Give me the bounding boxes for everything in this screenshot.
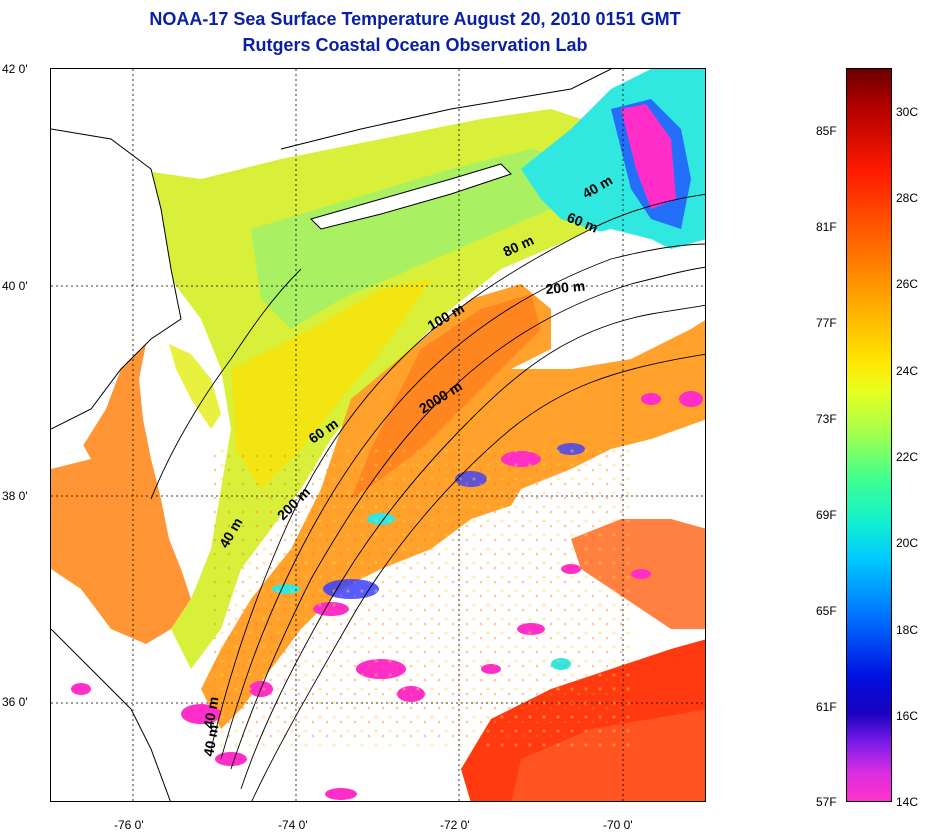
cb-f-77: 77F xyxy=(816,316,837,330)
cb-c-30: 30C xyxy=(896,105,919,119)
temperature-colorbar xyxy=(846,68,892,802)
lat-label-42: 42 0' xyxy=(2,62,28,76)
lon-label-76: -76 0' xyxy=(114,818,144,832)
coldest-pocket xyxy=(621,104,676,209)
land-patch xyxy=(51,441,91,469)
gulf-stream-edge xyxy=(511,709,705,801)
lon-label-70: -70 0' xyxy=(603,818,633,832)
graticule xyxy=(51,69,705,801)
contour-label-40m-s2: 40 m xyxy=(200,723,221,757)
cb-f-85: 85F xyxy=(816,124,837,138)
shelf-green-band xyxy=(251,149,571,329)
cb-c-16: 16C xyxy=(896,709,919,723)
cb-c-28: 28C xyxy=(896,191,919,205)
warm-core xyxy=(351,294,541,499)
cloud-gap-ne xyxy=(571,229,705,309)
cb-f-61: 61F xyxy=(816,700,837,714)
nj-land xyxy=(51,129,181,429)
lon-label-74: -74 0' xyxy=(278,818,308,832)
delaware-bay xyxy=(169,344,221,429)
contour-label-200m-ne: 200 m xyxy=(545,278,586,297)
lat-label-38: 38 0' xyxy=(2,489,28,503)
lat-label-36: 36 0' xyxy=(2,695,28,709)
cb-c-14: 14C xyxy=(896,795,919,809)
contour-label-40m-s1: 40 m xyxy=(200,695,221,729)
cb-c-18: 18C xyxy=(896,623,919,637)
cb-f-65: 65F xyxy=(816,604,837,618)
cb-c-26: 26C xyxy=(896,277,919,291)
new-england-land xyxy=(51,69,611,159)
bathymetry-contours xyxy=(150,193,705,801)
map-title: NOAA-17 Sea Surface Temperature August 2… xyxy=(149,9,681,29)
cb-c-24: 24C xyxy=(896,364,919,378)
cb-f-57: 57F xyxy=(816,795,837,809)
lat-label-40: 40 0' xyxy=(2,279,28,293)
cb-f-73: 73F xyxy=(816,412,837,426)
sst-map-svg: 40 m 60 m 80 m 200 m 100 m 2000 m 60 m 2… xyxy=(51,69,705,801)
cb-c-20: 20C xyxy=(896,536,919,550)
cb-c-22: 22C xyxy=(896,450,919,464)
coastline xyxy=(51,69,612,801)
cb-f-69: 69F xyxy=(816,508,837,522)
texture xyxy=(211,449,631,749)
sst-map[interactable]: 40 m 60 m 80 m 200 m 100 m 2000 m 60 m 2… xyxy=(50,68,706,802)
cb-f-81: 81F xyxy=(816,220,837,234)
midshelf-yellow xyxy=(231,279,431,489)
chesapeake-bay xyxy=(51,339,191,644)
lon-label-72: -72 0' xyxy=(440,818,470,832)
long-island xyxy=(311,164,511,229)
map-subtitle: Rutgers Coastal Ocean Observation Lab xyxy=(242,35,588,55)
